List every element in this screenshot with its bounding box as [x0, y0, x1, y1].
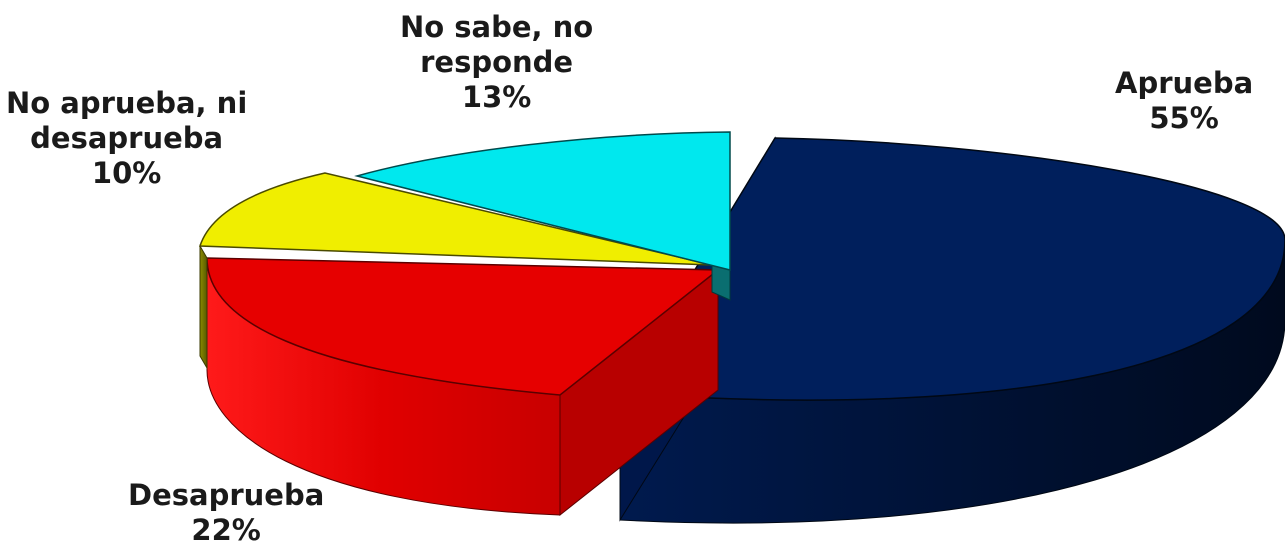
label-no-aprueba-ni-desaprueba: No aprueba, ni desaprueba 10%: [6, 86, 247, 191]
slice-no-sabe-no-responde: [354, 131, 731, 271]
slice-no-aprueba-ni-desaprueba: [198, 172, 713, 266]
label-no-aprueba-percent: 10%: [91, 156, 162, 190]
label-no-sabe-line-2: responde: [420, 45, 574, 79]
slice-desaprueba: [206, 257, 721, 396]
label-desaprueba-percent: 22%: [191, 513, 261, 547]
label-desaprueba: Desaprueba 22%: [128, 478, 324, 548]
slice-no-aprueba-ni-desaprueba-side: [199, 244, 208, 370]
label-aprueba-percent: 55%: [1149, 101, 1219, 135]
label-no-sabe-percent: 13%: [461, 80, 532, 114]
label-no-sabe-no-responde: No sabe, no responde 13%: [400, 10, 593, 115]
label-aprueba-line-1: Aprueba: [1115, 66, 1254, 100]
label-no-aprueba-line-2: desaprueba: [30, 121, 224, 155]
label-desaprueba-line-1: Desaprueba: [128, 478, 325, 512]
slice-aprueba: [618, 137, 1285, 401]
label-aprueba: Aprueba 55%: [1115, 66, 1253, 136]
label-no-sabe-line-1: No sabe, no: [400, 10, 594, 44]
label-no-aprueba-line-1: No aprueba, ni: [6, 86, 248, 120]
